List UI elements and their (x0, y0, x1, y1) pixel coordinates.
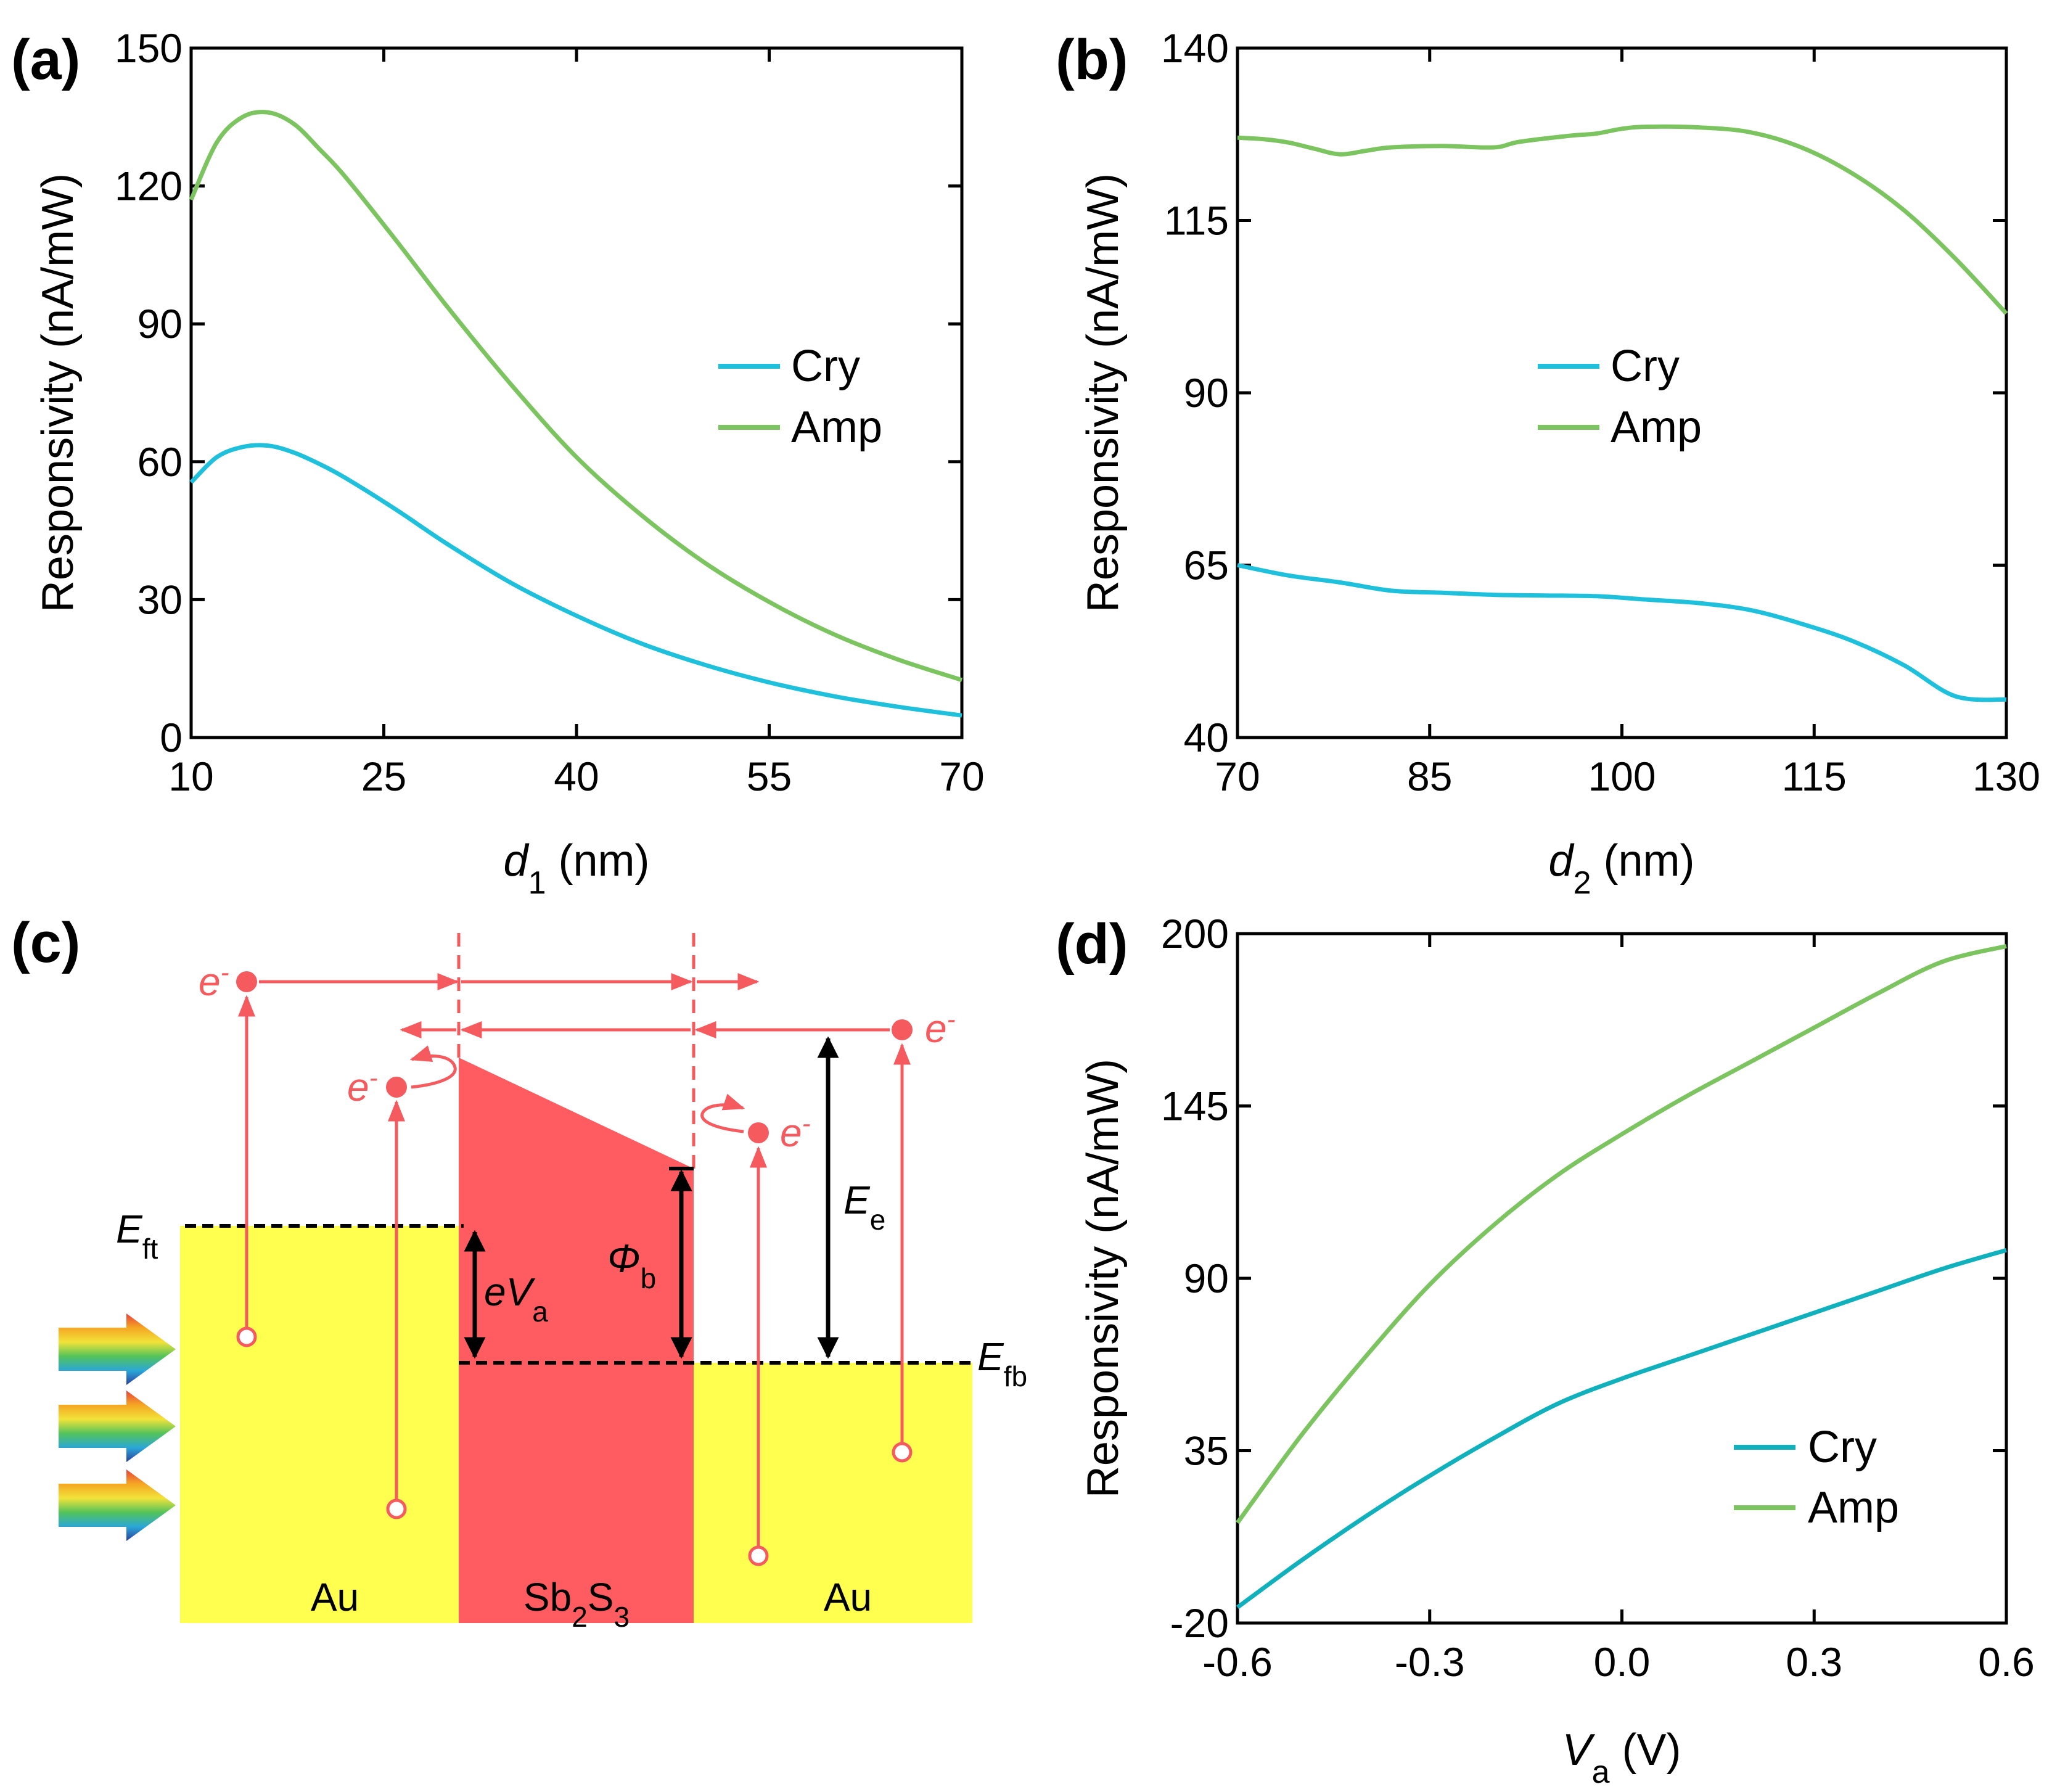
series-group (1237, 124, 2008, 702)
x-tick-label: 115 (1782, 754, 1847, 799)
legend-label-cry: Cry (1611, 342, 1680, 391)
legend-label-amp: Amp (791, 403, 882, 452)
y-tick-label: -20 (1170, 1600, 1229, 1646)
electron-marker (386, 1077, 407, 1098)
electron-marker (892, 1019, 913, 1040)
panel-a: 10 25 40 55 70 0 30 60 90 120 150 (a) Responsivity… (11, 25, 985, 901)
au-left-label: Au (311, 1575, 359, 1619)
x-tick-label: 55 (747, 754, 792, 799)
y-tick-label: 120 (115, 163, 183, 209)
panel-label: (d) (1056, 913, 1128, 976)
electron-marker (236, 971, 257, 992)
y-tick-label: 35 (1184, 1428, 1229, 1474)
panel-d: -0.6 -0.3 0.0 0.3 0.6 -20 35 90 145 200 (d) Respo… (1056, 911, 2035, 1790)
y-tick-label: 60 (137, 439, 183, 485)
ticks: 70 85 100 115 130 40 65 90 115 140 (1161, 25, 2040, 799)
ee-label: Ee (843, 1178, 885, 1236)
y-tick-label: 200 (1161, 911, 1229, 956)
electron-label: e- (925, 1005, 956, 1051)
x-tick-label: 130 (1972, 754, 2040, 799)
series-line-cry (189, 443, 962, 718)
y-tick-label: 150 (115, 25, 183, 71)
eft-label: Eft (116, 1207, 158, 1265)
electron-marker (748, 1122, 769, 1143)
series-group (1236, 943, 2007, 1609)
panel-c-band-diagram: (c) e- e- e- (11, 911, 1027, 1633)
reflection-arrow (700, 1093, 745, 1133)
y-tick-label: 65 (1184, 543, 1229, 588)
legend: Cry Amp (1538, 342, 1702, 452)
legend-label-amp: Amp (1808, 1483, 1899, 1532)
au-right-label: Au (824, 1575, 872, 1619)
legend-label-amp: Amp (1611, 403, 1702, 452)
series-group (189, 110, 963, 718)
x-tick-label: -0.3 (1395, 1639, 1465, 1685)
x-axis-label: d1 (nm) (504, 836, 650, 901)
hole-marker (386, 1498, 407, 1519)
x-tick-label: 10 (168, 754, 213, 799)
plot-frame (189, 46, 964, 739)
ticks: 10 25 40 55 70 0 30 60 90 120 150 (115, 25, 985, 799)
phib-label: Φb (607, 1236, 656, 1294)
panel-b: 70 85 100 115 130 40 65 90 115 140 (b) Responsivi… (1056, 25, 2040, 901)
eva-label: eVa (484, 1270, 548, 1328)
series-line-cry (1236, 1247, 2007, 1609)
sb2s3-label: Sb2S3 (523, 1575, 630, 1633)
x-tick-label: 0.0 (1594, 1639, 1651, 1685)
panel-label: (b) (1056, 28, 1128, 91)
y-tick-label: 0 (160, 715, 183, 760)
au-right-region (694, 1363, 972, 1623)
series-line-amp (1236, 943, 2007, 1524)
x-tick-label: -0.6 (1202, 1639, 1273, 1685)
reflection-arrow (409, 1045, 457, 1089)
electron-label: e- (199, 958, 229, 1005)
legend: Cry Amp (1734, 1423, 1899, 1532)
y-tick-label: 140 (1161, 25, 1229, 71)
y-axis-label: Responsivity (nA/mW) (33, 173, 83, 612)
y-tick-label: 40 (1184, 715, 1229, 760)
x-tick-label: 0.6 (1978, 1639, 2035, 1685)
x-axis-label: d2 (nm) (1549, 836, 1695, 901)
hole-marker (236, 1326, 257, 1347)
legend: Cry Amp (718, 342, 882, 452)
y-tick-label: 145 (1161, 1083, 1229, 1129)
legend-label-cry: Cry (791, 342, 860, 391)
efb-label: Efb (977, 1334, 1027, 1392)
series-line-amp (189, 110, 963, 683)
series-line-amp (1237, 124, 2008, 315)
electron-label: e- (780, 1109, 811, 1156)
legend-label-cry: Cry (1808, 1423, 1877, 1472)
y-tick-label: 90 (137, 301, 183, 347)
y-tick-label: 90 (1184, 1256, 1229, 1301)
y-tick-label: 90 (1184, 370, 1229, 416)
x-tick-label: 0.3 (1786, 1639, 1842, 1685)
x-axis-label: Va (V) (1562, 1725, 1681, 1790)
panel-label: (c) (11, 911, 80, 974)
y-axis-label: Responsivity (nA/mW) (1078, 1059, 1128, 1498)
x-tick-label: 70 (1215, 754, 1260, 799)
au-left-region (180, 1226, 459, 1623)
ticks: -0.6 -0.3 0.0 0.3 0.6 -20 35 90 145 200 (1161, 911, 2035, 1685)
electron-label: e- (347, 1063, 378, 1110)
light-arrow-icon (59, 1313, 176, 1385)
x-tick-label: 40 (554, 754, 599, 799)
series-line-cry (1237, 563, 2007, 702)
y-axis-label: Responsivity (nA/mW) (1078, 173, 1128, 612)
y-tick-label: 115 (1164, 198, 1229, 244)
y-tick-label: 30 (137, 577, 183, 622)
x-tick-label: 100 (1588, 754, 1656, 799)
sb2s3-region (459, 1058, 694, 1623)
x-tick-label: 85 (1407, 754, 1452, 799)
x-tick-label: 25 (361, 754, 406, 799)
hole-marker (748, 1545, 769, 1566)
x-tick-label: 70 (939, 754, 984, 799)
panel-label: (a) (11, 28, 80, 91)
light-arrow-icon (59, 1391, 176, 1462)
hole-marker (892, 1442, 913, 1463)
light-arrow-icon (59, 1469, 176, 1541)
